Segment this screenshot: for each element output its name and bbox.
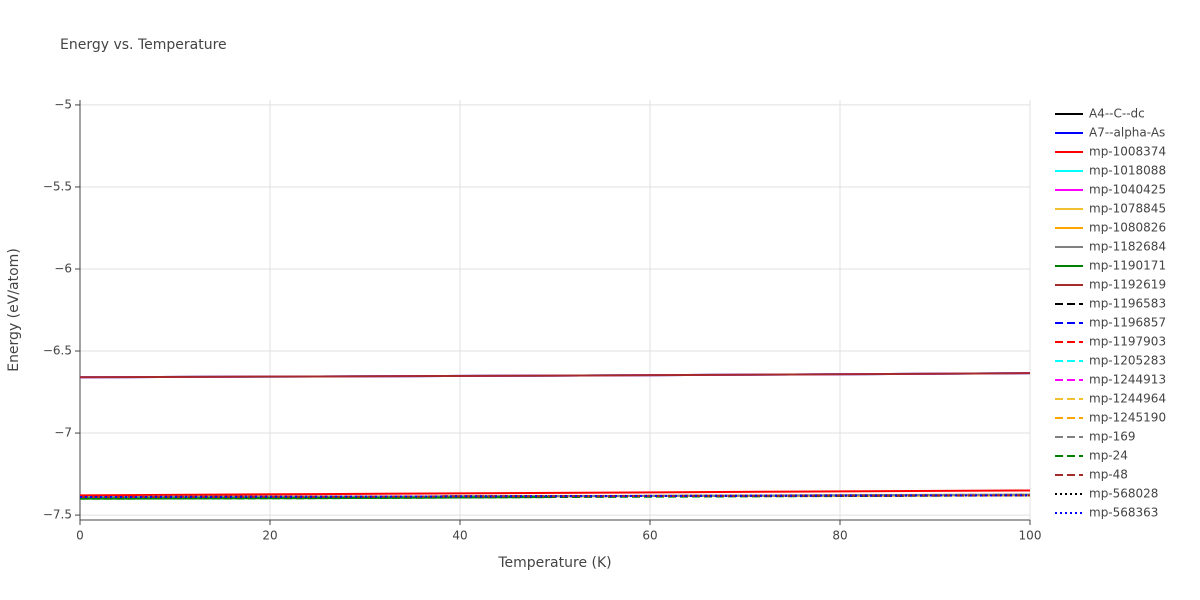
y-tick-label: −5: [54, 97, 72, 111]
x-tick-label: 40: [452, 529, 467, 543]
x-axis-title: Temperature (K): [497, 555, 611, 571]
x-tick-label: 100: [1019, 529, 1042, 543]
legend-label: mp-1008374: [1089, 145, 1166, 159]
legend-label: mp-1245190: [1089, 411, 1166, 425]
legend-label: mp-1018088: [1089, 164, 1166, 178]
x-tick-label: 80: [832, 529, 847, 543]
legend-label: mp-1244964: [1089, 392, 1166, 406]
y-tick-label: −6: [54, 261, 72, 275]
legend-label: mp-1190171: [1089, 259, 1166, 273]
legend-label: mp-568028: [1089, 487, 1158, 501]
y-tick-label: −7.5: [43, 508, 72, 522]
y-tick-label: −5.5: [43, 179, 72, 193]
legend-label: mp-1197903: [1089, 335, 1166, 349]
legend-label: mp-24: [1089, 449, 1128, 463]
y-tick-label: −7: [54, 426, 72, 440]
legend-label: mp-1192619: [1089, 278, 1166, 292]
legend-label: A4--C--dc: [1089, 107, 1145, 121]
legend-label: mp-1040425: [1089, 183, 1166, 197]
chart-title: Energy vs. Temperature: [60, 37, 227, 53]
legend-label: mp-1196583: [1089, 297, 1166, 311]
series-line: [79, 494, 1031, 499]
y-axis-title: Energy (eV/atom): [6, 248, 22, 372]
legend-label: mp-1244913: [1089, 373, 1166, 387]
legend-label: mp-568363: [1089, 506, 1158, 520]
legend-label: A7--alpha-As: [1089, 126, 1165, 140]
legend-label: mp-169: [1089, 430, 1136, 444]
x-tick-label: 60: [642, 529, 657, 543]
legend-label: mp-1205283: [1089, 354, 1166, 368]
legend-label: mp-1182684: [1089, 240, 1166, 254]
y-tick-label: −6.5: [43, 344, 72, 358]
x-tick-label: 20: [262, 529, 277, 543]
legend-label: mp-1078845: [1089, 202, 1166, 216]
x-tick-label: 0: [76, 529, 84, 543]
series-line: [79, 489, 1031, 497]
grid: [79, 100, 1031, 520]
legend-label: mp-1080826: [1089, 221, 1166, 235]
series-line: [79, 372, 1031, 379]
legend-label: mp-1196857: [1089, 316, 1166, 330]
legend-label: mp-48: [1089, 468, 1128, 482]
